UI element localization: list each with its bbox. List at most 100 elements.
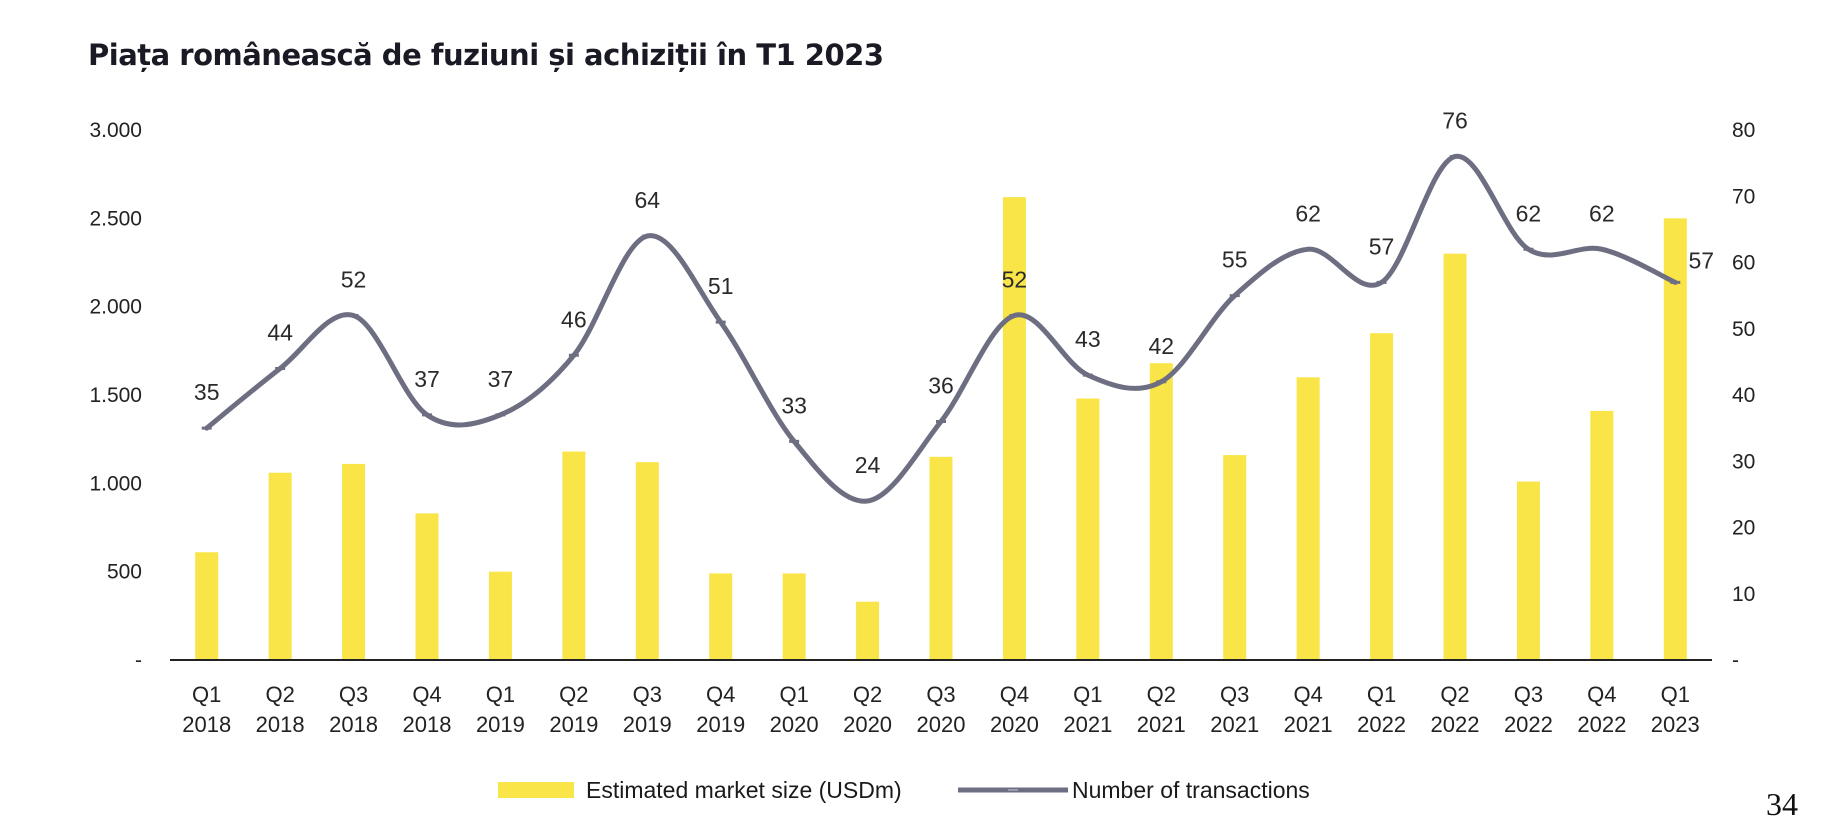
x-tick-year: 2020 [843,712,892,737]
bar-5 [562,451,586,660]
x-tick-year: 2019 [476,712,525,737]
x-tick-quarter: Q3 [633,682,662,707]
bar-2 [342,463,366,660]
left-axis-tick: 1.000 [89,472,142,495]
left-axis-tick: 2.500 [89,207,142,230]
chart-title: Piața românească de fuziuni și achiziții… [88,38,884,72]
bar-8 [782,573,806,660]
x-tick-quarter: Q4 [1293,682,1322,707]
right-axis-tick: 60 [1732,252,1755,275]
x-tick-year: 2018 [403,712,452,737]
x-tick-quarter: Q1 [1661,682,1690,707]
data-label: 64 [634,187,660,213]
x-tick-quarter: Q2 [853,682,882,707]
x-tick-year: 2020 [990,712,1039,737]
left-axis-tick: 1.500 [89,384,142,407]
right-axis-tick: 10 [1732,583,1755,606]
x-tick-quarter: Q3 [1220,682,1249,707]
x-tick-quarter: Q2 [1440,682,1469,707]
data-label: 55 [1222,247,1248,273]
data-label: 43 [1075,326,1101,352]
bar-18 [1516,481,1540,660]
data-label: 24 [855,452,881,478]
data-label: 52 [341,267,367,293]
x-tick-quarter: Q2 [265,682,294,707]
legend-bar-swatch [498,782,574,798]
bar-20 [1663,218,1687,661]
bar-7 [709,573,733,660]
x-tick-quarter: Q1 [1367,682,1396,707]
legend: Estimated market size (USDm) Number of tr… [498,777,1310,803]
data-label: 76 [1442,108,1468,134]
x-tick-quarter: Q1 [779,682,808,707]
x-tick-quarter: Q4 [1587,682,1616,707]
right-axis-tick: 50 [1732,318,1755,341]
bar-13 [1149,363,1173,660]
legend-line-label: Number of transactions [1072,777,1310,803]
bar-14 [1223,455,1247,660]
left-axis-tick: 3.000 [89,119,142,142]
data-label: 46 [561,306,587,332]
left-axis-tick: - [135,649,142,672]
line-layer [201,153,1681,504]
x-tick-quarter: Q1 [192,682,221,707]
x-tick-year: 2022 [1357,712,1406,737]
page-number: 34 [1766,786,1798,822]
x-tick-year: 2021 [1284,712,1333,737]
x-tick-year: 2020 [917,712,966,737]
x-tick-quarter: Q4 [706,682,735,707]
x-tick-year: 2021 [1137,712,1186,737]
x-tick-year: 2018 [256,712,305,737]
x-tick-year: 2022 [1577,712,1626,737]
right-axis-tick: 70 [1732,185,1755,208]
x-tick-year: 2022 [1504,712,1553,737]
x-tick-year: 2021 [1063,712,1112,737]
x-tick-year: 2019 [696,712,745,737]
data-label: 62 [1589,200,1615,226]
x-tick-year: 2019 [549,712,598,737]
data-label: 52 [1002,267,1028,293]
x-tick-year: 2018 [329,712,378,737]
right-axis-tick: 30 [1732,450,1755,473]
x-tick-year: 2023 [1651,712,1700,737]
right-axis-tick: 40 [1732,384,1755,407]
data-label: 62 [1516,200,1542,226]
data-label: 36 [928,373,954,399]
x-tick-quarter: Q2 [559,682,588,707]
bar-12 [1076,398,1100,660]
data-label: 35 [194,379,220,405]
data-label: 42 [1148,333,1174,359]
legend-bar-label: Estimated market size (USDm) [586,777,902,803]
x-tick-quarter: Q4 [1000,682,1029,707]
data-label: 33 [781,392,807,418]
bar-6 [635,462,659,660]
data-label: 37 [488,366,514,392]
right-axis-tick: 80 [1732,119,1755,142]
bar-3 [415,513,439,660]
right-axis-tick: 20 [1732,517,1755,540]
x-tick-quarter: Q1 [486,682,515,707]
bar-10 [929,456,953,660]
left-axis-tick: 500 [107,561,142,584]
x-tick-year: 2019 [623,712,672,737]
labels-layer: 35 44 52 37 37 46 64 51 33 24 36 52 43 42 55 62 57 76 62 62… [194,108,1714,479]
transactions-line [204,153,1678,504]
x-tick-year: 2020 [770,712,819,737]
right-axis-tick: - [1732,649,1739,672]
x-tick-quarter: Q3 [926,682,955,707]
data-label: 57 [1369,233,1395,259]
data-label: 37 [414,366,440,392]
axis-layer: - 500 1.000 1.500 2.000 2.500 3.000 - 10 20 30 40 50… [89,119,1755,737]
bar-16 [1370,333,1394,660]
bar-17 [1443,253,1467,660]
x-tick-quarter: Q3 [339,682,368,707]
bar-19 [1590,410,1614,660]
x-tick-year: 2022 [1431,712,1480,737]
bar-9 [856,601,880,660]
bar-15 [1296,377,1320,660]
bar-0 [195,552,219,660]
x-tick-quarter: Q1 [1073,682,1102,707]
bars-layer [195,197,1687,661]
data-label: 57 [1688,247,1714,273]
